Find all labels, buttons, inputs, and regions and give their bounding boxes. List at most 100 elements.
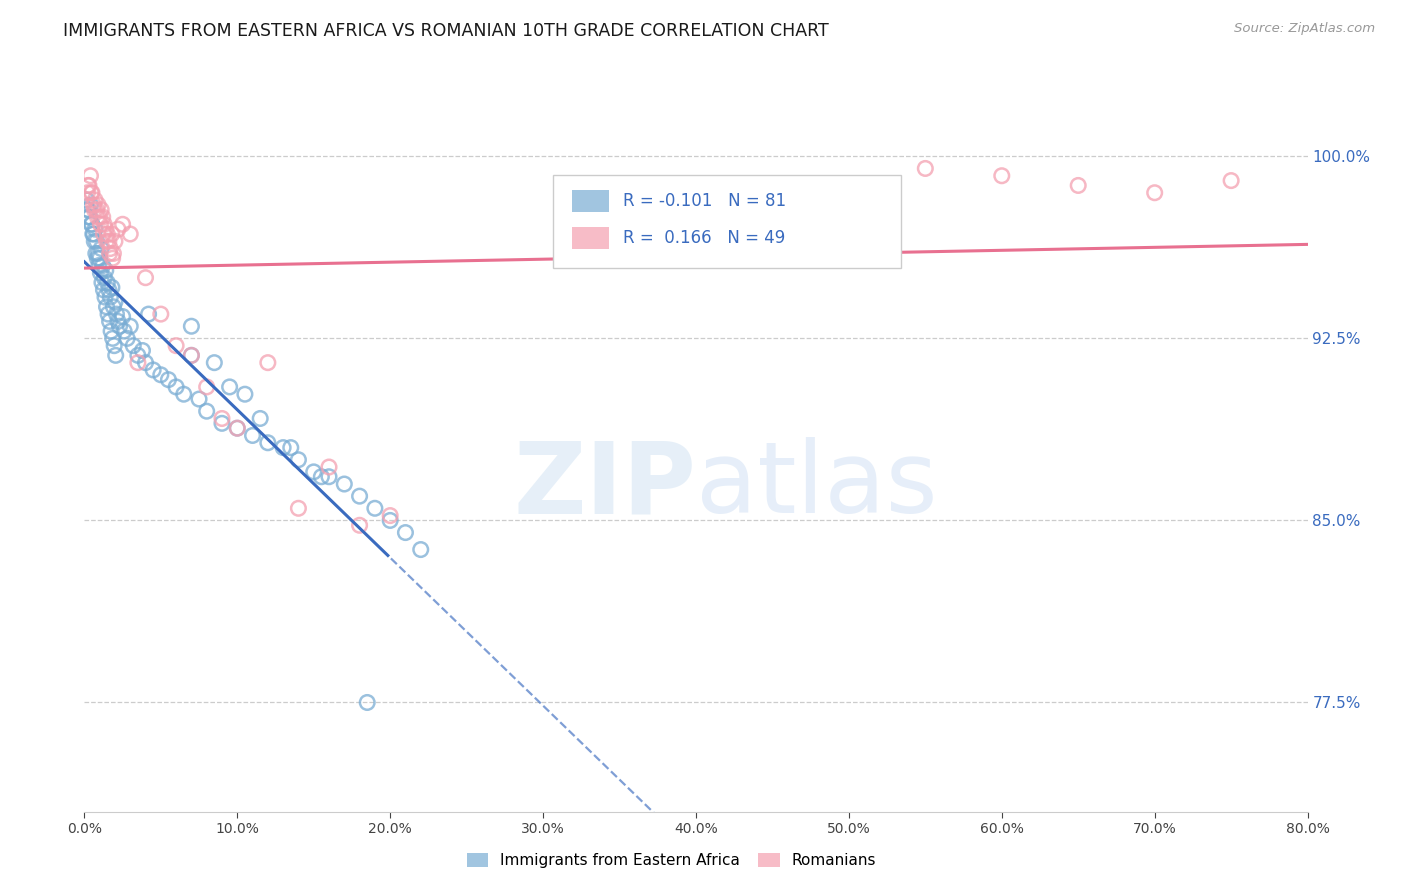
Point xyxy=(104,348,127,362)
Point xyxy=(249,411,271,425)
Point xyxy=(394,525,416,540)
Point xyxy=(127,356,149,370)
Point xyxy=(115,331,138,345)
Point xyxy=(233,387,256,401)
Point xyxy=(96,227,118,241)
Point xyxy=(180,348,202,362)
FancyBboxPatch shape xyxy=(572,190,609,212)
Point xyxy=(80,217,103,231)
Point xyxy=(89,210,111,224)
Point xyxy=(84,193,107,207)
Point xyxy=(97,234,120,248)
Point xyxy=(111,217,134,231)
Point xyxy=(287,452,309,467)
Point xyxy=(98,246,121,260)
Point xyxy=(89,217,111,231)
Point xyxy=(103,339,125,353)
Point xyxy=(89,266,111,280)
FancyBboxPatch shape xyxy=(553,175,901,268)
Text: ZIP: ZIP xyxy=(513,437,696,534)
Point xyxy=(96,276,118,290)
Point xyxy=(120,319,142,334)
Point xyxy=(83,198,105,212)
Point xyxy=(1220,173,1243,187)
Point xyxy=(1067,178,1090,193)
Point xyxy=(93,270,115,285)
Point xyxy=(165,380,187,394)
Point xyxy=(96,234,118,248)
Point xyxy=(349,518,371,533)
Point xyxy=(103,300,125,314)
Point xyxy=(318,460,340,475)
Point xyxy=(91,259,114,273)
Point xyxy=(180,348,202,362)
Point xyxy=(89,252,111,266)
Point xyxy=(991,169,1014,183)
Point xyxy=(188,392,211,406)
Point xyxy=(86,234,108,248)
Point xyxy=(242,428,264,442)
Point xyxy=(105,307,128,321)
Point xyxy=(333,477,356,491)
FancyBboxPatch shape xyxy=(572,227,609,249)
Text: R =  0.166   N = 49: R = 0.166 N = 49 xyxy=(623,229,785,247)
Point xyxy=(87,246,110,260)
Point xyxy=(211,411,233,425)
Point xyxy=(86,210,108,224)
Point xyxy=(165,339,187,353)
Point xyxy=(101,280,124,294)
Point xyxy=(380,513,402,527)
Point xyxy=(98,314,121,328)
Point xyxy=(131,343,153,358)
Point xyxy=(82,227,104,241)
Point xyxy=(257,356,280,370)
Text: IMMIGRANTS FROM EASTERN AFRICA VS ROMANIAN 10TH GRADE CORRELATION CHART: IMMIGRANTS FROM EASTERN AFRICA VS ROMANI… xyxy=(63,22,830,40)
Point xyxy=(257,435,280,450)
Point xyxy=(84,222,107,236)
Point xyxy=(107,222,129,236)
Point xyxy=(98,242,121,256)
Legend: Immigrants from Eastern Africa, Romanians: Immigrants from Eastern Africa, Romanian… xyxy=(460,847,883,874)
Point xyxy=(86,252,108,266)
Point xyxy=(108,319,131,334)
Point xyxy=(83,234,105,248)
Point xyxy=(311,469,333,483)
Point xyxy=(84,246,107,260)
Point xyxy=(226,421,249,435)
Point xyxy=(76,186,98,200)
Point xyxy=(122,339,145,353)
Point xyxy=(80,186,103,200)
Point xyxy=(93,283,115,297)
Point xyxy=(94,222,117,236)
Point xyxy=(77,178,100,193)
Point xyxy=(83,202,105,217)
Point xyxy=(101,252,124,266)
Point xyxy=(135,356,157,370)
Point xyxy=(173,387,195,401)
Point xyxy=(104,234,127,248)
Point xyxy=(142,363,165,377)
Point xyxy=(149,307,172,321)
Point xyxy=(96,300,118,314)
Text: atlas: atlas xyxy=(696,437,938,534)
Text: R = -0.101   N = 81: R = -0.101 N = 81 xyxy=(623,192,786,210)
Point xyxy=(93,217,115,231)
Point xyxy=(98,290,121,304)
Point xyxy=(149,368,172,382)
Point xyxy=(138,307,160,321)
Point xyxy=(77,202,100,217)
Point xyxy=(77,178,100,193)
Point xyxy=(93,227,115,241)
Point xyxy=(97,283,120,297)
Point xyxy=(90,242,112,256)
Point xyxy=(80,186,103,200)
Point xyxy=(120,227,142,241)
Point xyxy=(112,324,135,338)
Point xyxy=(356,696,378,710)
Point xyxy=(349,489,371,503)
Point xyxy=(76,202,98,217)
Point xyxy=(157,373,180,387)
Point xyxy=(380,508,402,523)
Point xyxy=(287,501,309,516)
Point xyxy=(127,348,149,362)
